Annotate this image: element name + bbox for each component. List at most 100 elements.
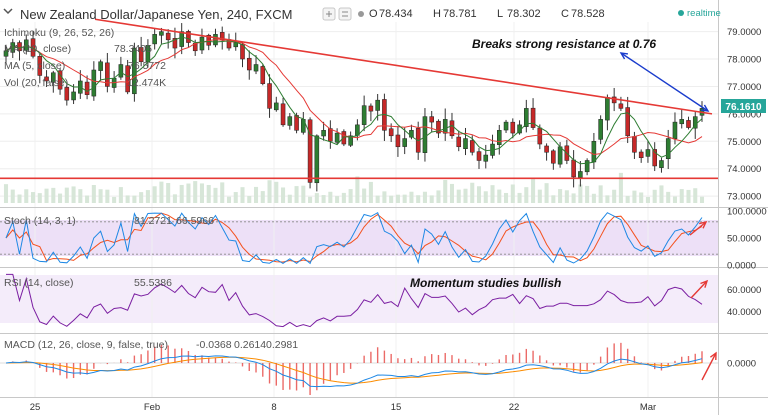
- volume-bar: [348, 189, 353, 203]
- candle-body: [17, 42, 22, 52]
- volume-bar: [517, 192, 522, 203]
- candle: [524, 99, 529, 133]
- trendlines: [0, 18, 718, 180]
- volume-bar: [686, 189, 691, 203]
- rsi-tick-label: 60.0000: [727, 285, 761, 296]
- volume-bar: [585, 185, 590, 203]
- volume-bar: [44, 188, 49, 203]
- price-tick-label: 78.0000: [727, 55, 761, 66]
- candle: [605, 94, 610, 131]
- candle: [665, 129, 671, 170]
- candle-body: [159, 31, 164, 36]
- candle: [267, 74, 272, 118]
- ohlc-key-h: H: [433, 8, 441, 20]
- candle: [23, 34, 29, 55]
- candle-body: [152, 34, 157, 45]
- rsi-pane: [6, 273, 703, 328]
- candle: [111, 71, 117, 93]
- ohlc-value-h: 78.781: [443, 8, 477, 20]
- candle-body: [260, 66, 266, 84]
- volume-bar: [416, 195, 421, 203]
- resistance-trendline: [94, 18, 713, 115]
- volume-bar: [17, 194, 22, 203]
- candle-body: [503, 121, 509, 131]
- price-tick-label: 79.0000: [727, 27, 761, 38]
- candle-body: [625, 107, 630, 137]
- candle-body: [125, 65, 130, 93]
- candle-body: [294, 115, 299, 131]
- candle: [152, 28, 157, 50]
- candle: [598, 115, 603, 145]
- volume-bar: [206, 184, 211, 203]
- momentum-annotation: Momentum studies bullish: [410, 276, 561, 290]
- realtime-dot: [678, 10, 684, 16]
- time-axis[interactable]: 25 Feb 8 15 22 Mar: [30, 402, 656, 413]
- candle: [138, 36, 144, 67]
- candle: [584, 158, 590, 176]
- candle: [64, 84, 70, 106]
- price-tick-label: 73.0000: [727, 192, 761, 203]
- volume-bar: [510, 184, 515, 203]
- rsi-band-bg: [0, 275, 718, 323]
- indicator-legend[interactable]: Ichimoku (9, 26, 52, 26) MA (10, close) …: [4, 27, 298, 351]
- candle: [645, 141, 651, 163]
- candle-body: [71, 91, 76, 101]
- candle-body: [483, 154, 489, 162]
- volume-bar: [409, 191, 414, 203]
- volume-bar: [395, 194, 400, 203]
- macd-up-arrow-head: [709, 351, 717, 361]
- volume-bar: [118, 187, 123, 203]
- volume-bar: [341, 192, 346, 203]
- volume-bar: [504, 192, 509, 203]
- resistance-break-arrow-shaft: [620, 52, 709, 112]
- header-buttons[interactable]: [322, 7, 352, 21]
- volume-bar: [281, 187, 286, 203]
- candle-body: [91, 69, 97, 97]
- price-axis[interactable]: 79.0000 78.0000 77.0000 76.0000 75.0000 74.00…: [727, 27, 767, 369]
- candle: [132, 42, 137, 102]
- candle-body: [497, 130, 502, 145]
- volume-bar: [247, 195, 252, 203]
- volume-bar: [659, 185, 664, 203]
- volume-bar: [490, 185, 495, 203]
- candle: [476, 148, 482, 169]
- candle: [199, 28, 205, 54]
- rsi-value: 55.5386: [134, 277, 172, 289]
- candle: [334, 128, 340, 145]
- candle: [17, 40, 22, 61]
- candle: [652, 142, 657, 172]
- candle-body: [551, 150, 556, 164]
- volume-bar: [476, 186, 482, 203]
- volume-bar: [335, 196, 340, 203]
- candle-body: [544, 145, 549, 153]
- candle-body: [179, 31, 184, 47]
- candle-body: [388, 128, 394, 137]
- candle: [165, 29, 171, 49]
- candle-body: [368, 105, 374, 112]
- candle-body: [395, 134, 401, 148]
- candle-body: [591, 141, 597, 163]
- settings-icon: [326, 11, 332, 17]
- time-tick-label: 15: [391, 402, 402, 413]
- volume-bar: [537, 189, 542, 203]
- candle: [503, 119, 509, 133]
- volume-bar: [159, 181, 164, 203]
- candle: [118, 56, 124, 80]
- volume-bar: [422, 191, 427, 203]
- volume-bar: [37, 193, 42, 203]
- candle-body: [98, 61, 103, 71]
- stoch-d-value: 66.5966: [176, 215, 214, 227]
- candle-body: [233, 42, 239, 48]
- candle-body: [530, 107, 536, 128]
- collapse-chevron-icon[interactable]: [3, 8, 13, 15]
- candle-body: [172, 38, 178, 49]
- stoch-tick-label: 0.0000: [727, 261, 756, 272]
- macd-value: 0.2614: [234, 339, 266, 351]
- macd-up-arrow-shaft: [701, 352, 717, 381]
- volume-bar: [612, 189, 617, 203]
- candle-body: [37, 56, 43, 76]
- candle: [442, 108, 448, 141]
- candle: [591, 132, 597, 170]
- volume-bar: [429, 195, 434, 203]
